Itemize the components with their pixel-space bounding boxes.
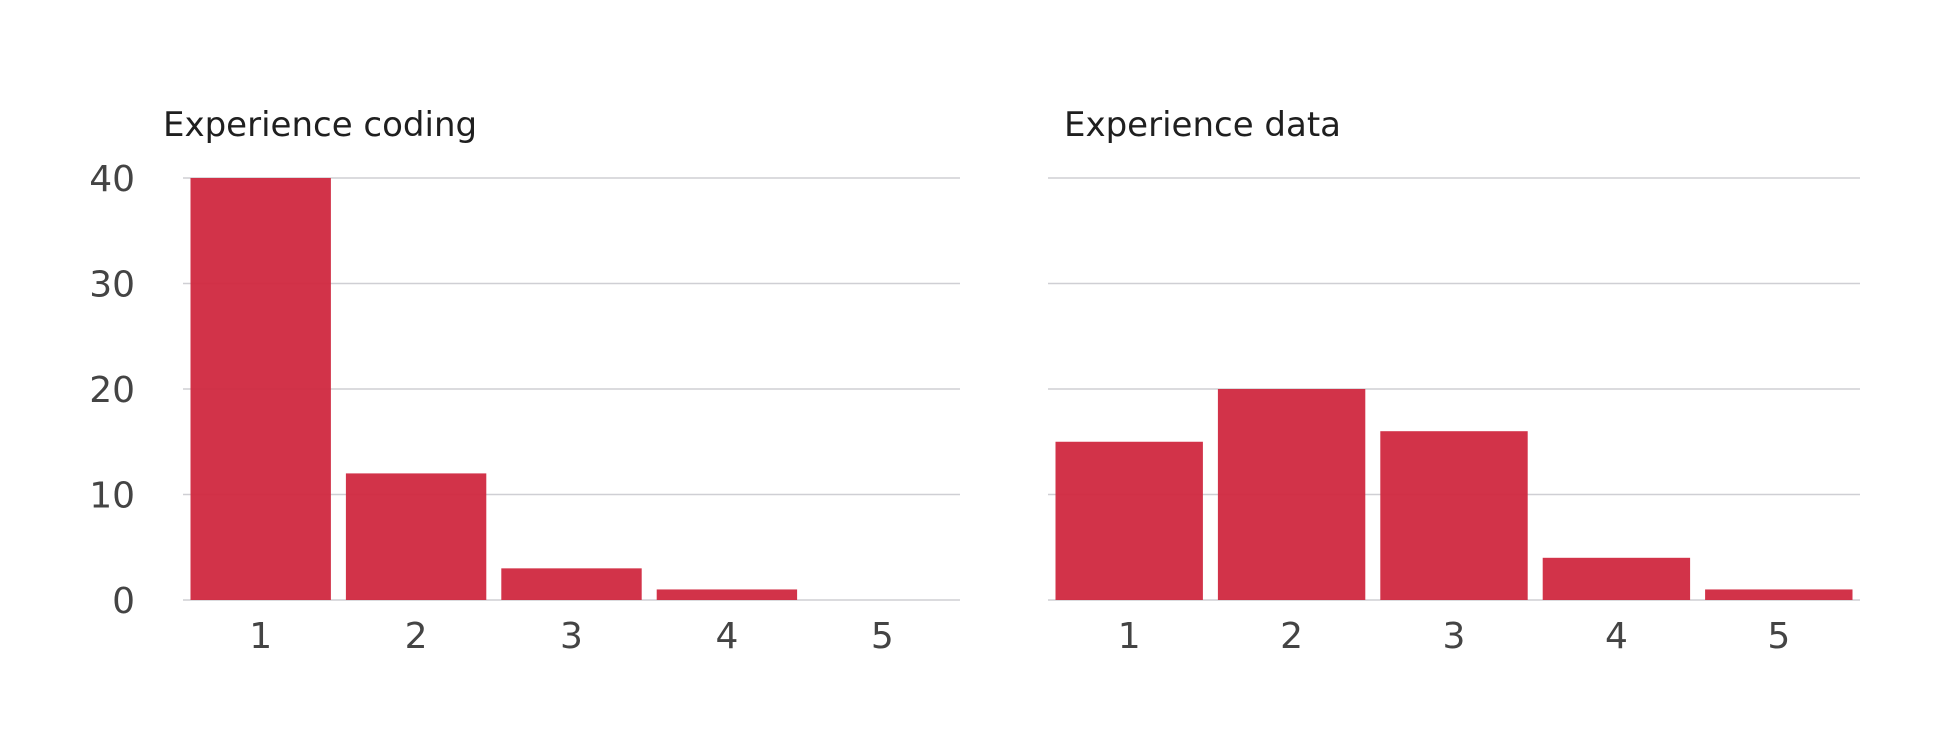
bar-2 [1217, 389, 1366, 600]
bar-4 [656, 589, 798, 600]
x-tick-labels-data: 1 2 3 4 5 [1118, 616, 1791, 657]
x-tick-labels-coding: 1 2 3 4 5 [249, 616, 894, 657]
y-tick-label: 0 [112, 581, 135, 622]
x-tick-label: 1 [249, 616, 272, 657]
bar-1 [1055, 441, 1203, 600]
panel-title-experience-coding: Experience coding [163, 105, 477, 145]
y-tick-label: 10 [89, 476, 135, 517]
x-tick-label: 5 [871, 616, 894, 657]
x-tick-label: 1 [1118, 616, 1141, 657]
panel-title-experience-data: Experience data [1064, 105, 1341, 145]
y-tick-label: 40 [89, 159, 135, 200]
panel-experience-coding: Experience coding 0 10 20 30 40 1 2 3 4 5 [89, 105, 960, 657]
bars-coding [190, 178, 798, 600]
bars-data [1055, 389, 1853, 600]
x-tick-label: 2 [405, 616, 428, 657]
bar-3 [501, 568, 642, 600]
bar-5 [1705, 589, 1853, 600]
panel-experience-data: Experience data 1 2 3 4 5 [1048, 105, 1860, 657]
y-tick-label: 20 [89, 370, 135, 411]
bar-4 [1542, 557, 1691, 600]
bar-3 [1380, 431, 1528, 600]
x-tick-label: 4 [715, 616, 738, 657]
x-tick-label: 3 [1443, 616, 1466, 657]
bar-1 [190, 178, 331, 600]
x-tick-label: 3 [560, 616, 583, 657]
x-tick-label: 2 [1280, 616, 1303, 657]
x-tick-label: 5 [1767, 616, 1790, 657]
x-tick-label: 4 [1605, 616, 1628, 657]
bar-2 [345, 473, 487, 600]
y-tick-label: 30 [89, 265, 135, 306]
y-tick-labels-coding: 0 10 20 30 40 [89, 159, 135, 622]
